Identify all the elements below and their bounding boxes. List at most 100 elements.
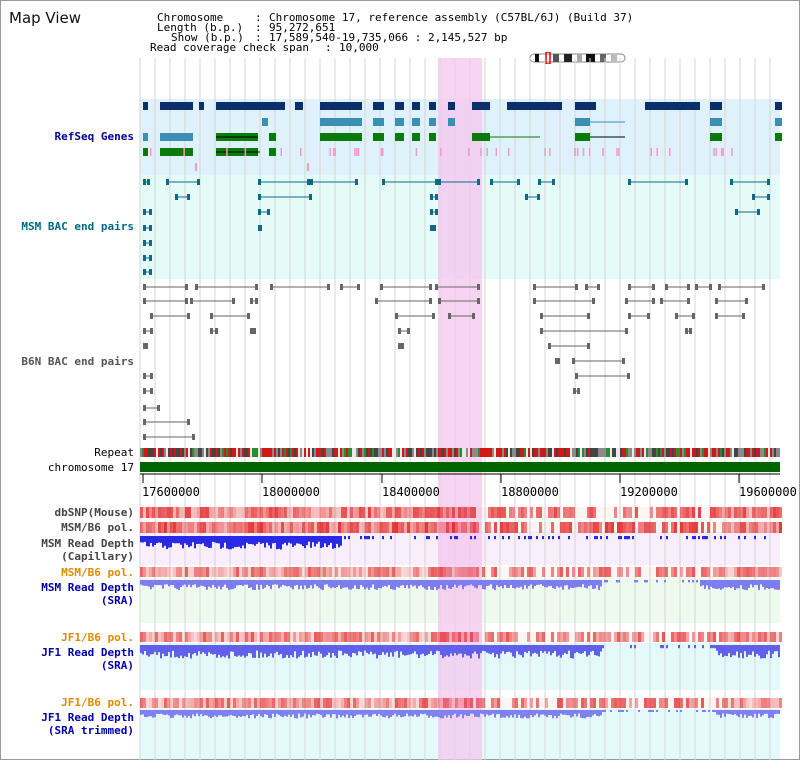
dbsnp-cell (260, 507, 263, 518)
jf1-pol-cell (503, 632, 506, 642)
repeat-segment (446, 448, 448, 457)
label-msm-depth-sra-1[interactable]: MSM Read Depth (41, 581, 134, 594)
jf1-pol-cell (560, 632, 563, 642)
jf1-pol2-cell (230, 698, 233, 708)
msm-pol-cell (779, 522, 782, 533)
jf1-pol-cell (641, 632, 644, 642)
jf1-pol2-cell (599, 698, 602, 708)
msm-sra-depth-bar (146, 580, 148, 586)
jf1-trim-depth-bar (466, 710, 468, 716)
repeat-segment (570, 448, 572, 457)
jf1-sra-depth-bar (246, 645, 248, 657)
jf1-pol-cell (476, 632, 479, 642)
msm-pol2-cell (431, 567, 434, 577)
jf1-pol2-cell (476, 698, 479, 708)
gene-marker (307, 163, 309, 171)
msm-sra-depth-bar (764, 580, 766, 590)
jf1-pol2-cell (668, 698, 671, 708)
bac-end (592, 298, 595, 304)
jf1-sra-depth-bar (174, 645, 176, 658)
jf1-trim-depth-bar (584, 710, 586, 719)
msm-pol2-cell (149, 567, 152, 577)
bac-end (401, 343, 404, 349)
dbsnp-cell (551, 507, 554, 518)
jf1-trim-depth-bar (638, 710, 640, 712)
jf1-pol2-cell (779, 698, 782, 708)
jf1-trim-depth-bar (394, 710, 396, 714)
msm-cap-depth-bar (542, 536, 544, 540)
repeat-segment (544, 448, 546, 457)
msm-pol2-cell (674, 567, 677, 577)
jf1-pol-cell (704, 632, 707, 642)
dbsnp-cell (482, 507, 485, 518)
jf1-sra-depth-bar (382, 645, 384, 653)
jf1-pol-cell (416, 632, 419, 642)
label-msm-depth-cap-1[interactable]: MSM Read Depth (41, 537, 134, 550)
msm-sra-depth-bar (148, 580, 150, 587)
msm-pol2-cell (575, 567, 578, 577)
jf1-sra-depth-bar (248, 645, 250, 653)
label-dbsnp[interactable]: dbSNP(Mouse) (54, 506, 134, 519)
jf1-sra-depth-bar (150, 645, 152, 655)
msm-pol2-cell (317, 567, 320, 577)
jf1-pol2-cell (428, 698, 431, 708)
gene-exon (429, 102, 436, 110)
bac-end (192, 434, 195, 440)
dbsnp-cell (158, 507, 161, 518)
dbsnp-cell (368, 507, 371, 518)
jf1-sra-depth-bar (280, 645, 282, 654)
jf1-trim-depth-bar (416, 710, 418, 717)
repeat-segment (484, 448, 486, 457)
repeat-segment (510, 448, 512, 457)
gene-marker (195, 163, 197, 171)
label-jf1-pol-1[interactable]: JF1/B6 pol. (61, 631, 134, 644)
label-jf1-pol-2[interactable]: JF1/B6 pol. (61, 696, 134, 709)
jf1-sra-depth-bar (710, 645, 712, 649)
msm-pol-cell (356, 522, 359, 533)
msm-cap-depth-bar (344, 536, 346, 540)
jf1-pol2-cell (356, 698, 359, 708)
jf1-sra-depth-bar (214, 645, 216, 654)
msm-cap-depth-bar (308, 536, 310, 542)
msm-pol-cell (482, 522, 485, 533)
bac-end (157, 405, 160, 411)
jf1-trim-depth-bar (240, 710, 242, 717)
label-jf1-depth-sra-1[interactable]: JF1 Read Depth (41, 646, 134, 659)
jf1-pol-cell (494, 632, 497, 642)
jf1-sra-depth-bar (166, 645, 168, 656)
dbsnp-cell (737, 507, 740, 518)
dbsnp-cell (521, 507, 524, 518)
dbsnp-cell (506, 507, 509, 518)
repeat-segment (718, 448, 720, 457)
jf1-trim-depth-bar (280, 710, 282, 717)
label-b6n-bac[interactable]: B6N BAC end pairs (21, 355, 134, 368)
msm-pol2-cell (419, 567, 422, 577)
bac-end (258, 179, 261, 185)
msm-pol-cell (602, 522, 605, 533)
jf1-pol2-cell (308, 698, 311, 708)
msm-cap-depth-bar (180, 536, 182, 545)
jf1-pol-cell (419, 632, 422, 642)
bac-end (432, 313, 435, 319)
dbsnp-cell (680, 507, 683, 518)
bac-end (143, 284, 146, 290)
label-msm-pol-1[interactable]: MSM/B6 pol. (61, 521, 134, 534)
repeat-segment (764, 448, 766, 457)
label-jf1-depth-trim-1[interactable]: JF1 Read Depth (41, 711, 134, 724)
msm-pol2-cell (155, 567, 158, 577)
label-refseq-genes[interactable]: RefSeq Genes (54, 130, 134, 143)
msm-pol-cell (434, 522, 437, 533)
jf1-sra-depth-bar (778, 645, 780, 658)
label-msm-pol-2[interactable]: MSM/B6 pol. (61, 566, 134, 579)
label-msm-bac[interactable]: MSM BAC end pairs (21, 220, 134, 233)
jf1-sra-depth-bar (756, 645, 758, 654)
jf1-sra-depth-bar (540, 645, 542, 651)
msm-pol2-cell (716, 567, 719, 577)
msm-pol-cell (290, 522, 293, 533)
msm-sra-depth-bar (410, 580, 412, 585)
repeat-segment (578, 448, 580, 457)
label-chromosome[interactable]: chromosome 17 (47, 461, 134, 474)
label-repeat[interactable]: Repeat (94, 446, 134, 459)
msm-sra-depth-bar (736, 580, 738, 589)
